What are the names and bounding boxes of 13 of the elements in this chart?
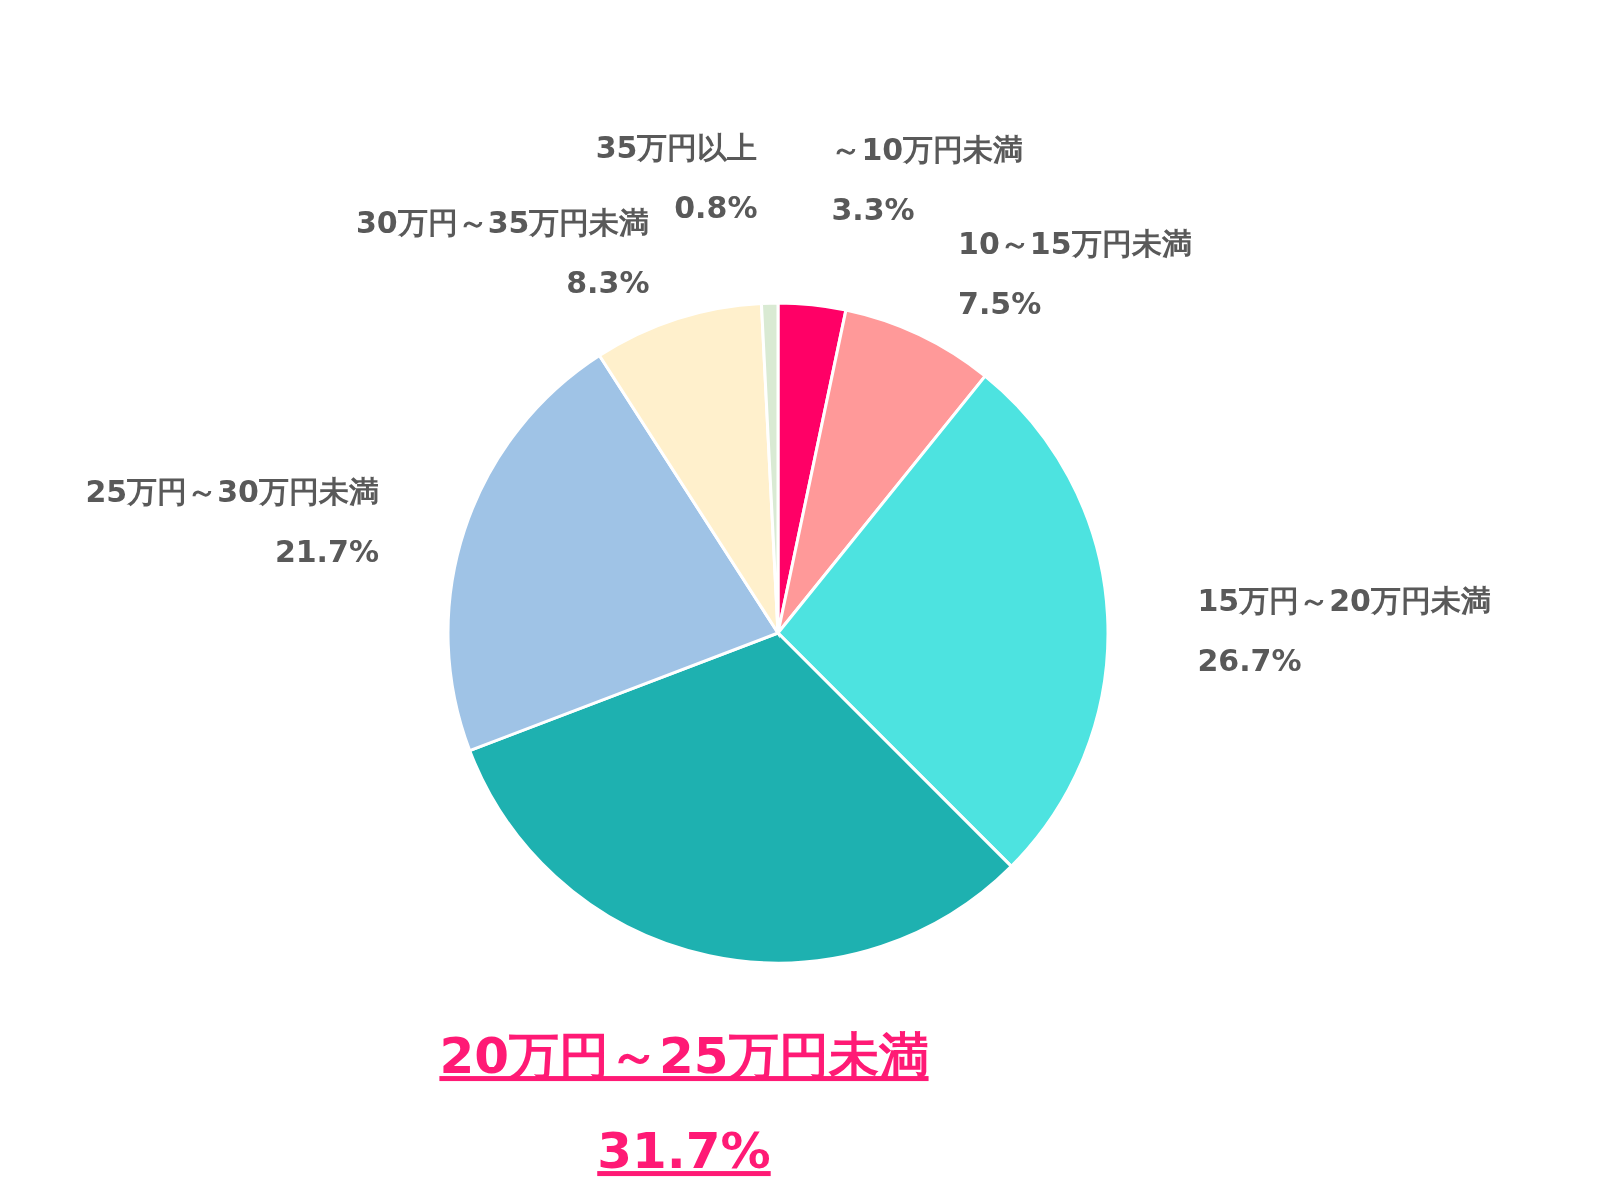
slice-label: 25万円～30万円未満 bbox=[85, 473, 379, 509]
data-label: 7.5% bbox=[958, 285, 1042, 321]
slice-label: 35万円以上 bbox=[595, 130, 758, 166]
data-label: 8.3% bbox=[566, 265, 650, 301]
data-label: 21.7% bbox=[274, 533, 379, 569]
data-label: 31.7% bbox=[597, 1122, 771, 1181]
slice-label: ～10万円未満 bbox=[831, 132, 1024, 168]
data-label: 3.3% bbox=[831, 192, 915, 228]
data-label: 26.7% bbox=[1197, 642, 1302, 678]
data-label: 0.8% bbox=[674, 190, 758, 226]
slice-label: 15万円～20万円未満 bbox=[1197, 582, 1491, 618]
slice-label: 30万円～35万円未満 bbox=[355, 205, 650, 241]
slice-label: 10～15万円未満 bbox=[958, 225, 1192, 261]
